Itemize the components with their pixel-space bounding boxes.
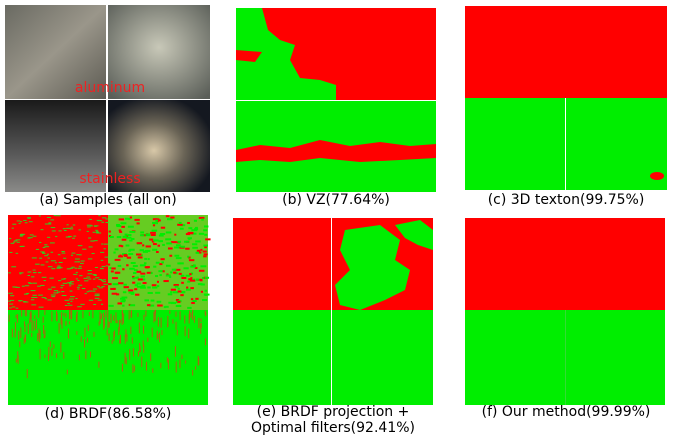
segmentation-map — [233, 218, 433, 405]
sample-label: aluminum — [75, 80, 145, 96]
caption: (e) BRDF projection + — [257, 404, 410, 420]
sample-image — [5, 5, 210, 192]
sample-label: stainless — [79, 171, 140, 187]
segmentation-map — [236, 8, 436, 192]
segmentation-map — [8, 215, 211, 405]
caption: (a) Samples (all on) — [39, 192, 176, 208]
page: {"figure": {"panels": [ {"caption": ["(a… — [0, 0, 673, 437]
caption: (d) BRDF(86.58%) — [45, 406, 172, 422]
caption: Optimal filters(92.41%) — [251, 420, 415, 436]
caption: (f) Our method(99.99%) — [482, 404, 651, 420]
caption: (c) 3D texton(99.75%) — [488, 192, 645, 208]
figure: aluminum stainless (a) Samples (all on) … — [0, 0, 673, 437]
caption: (b) VZ(77.64%) — [282, 192, 390, 208]
segmentation-map — [465, 6, 667, 190]
segmentation-map — [465, 218, 665, 405]
